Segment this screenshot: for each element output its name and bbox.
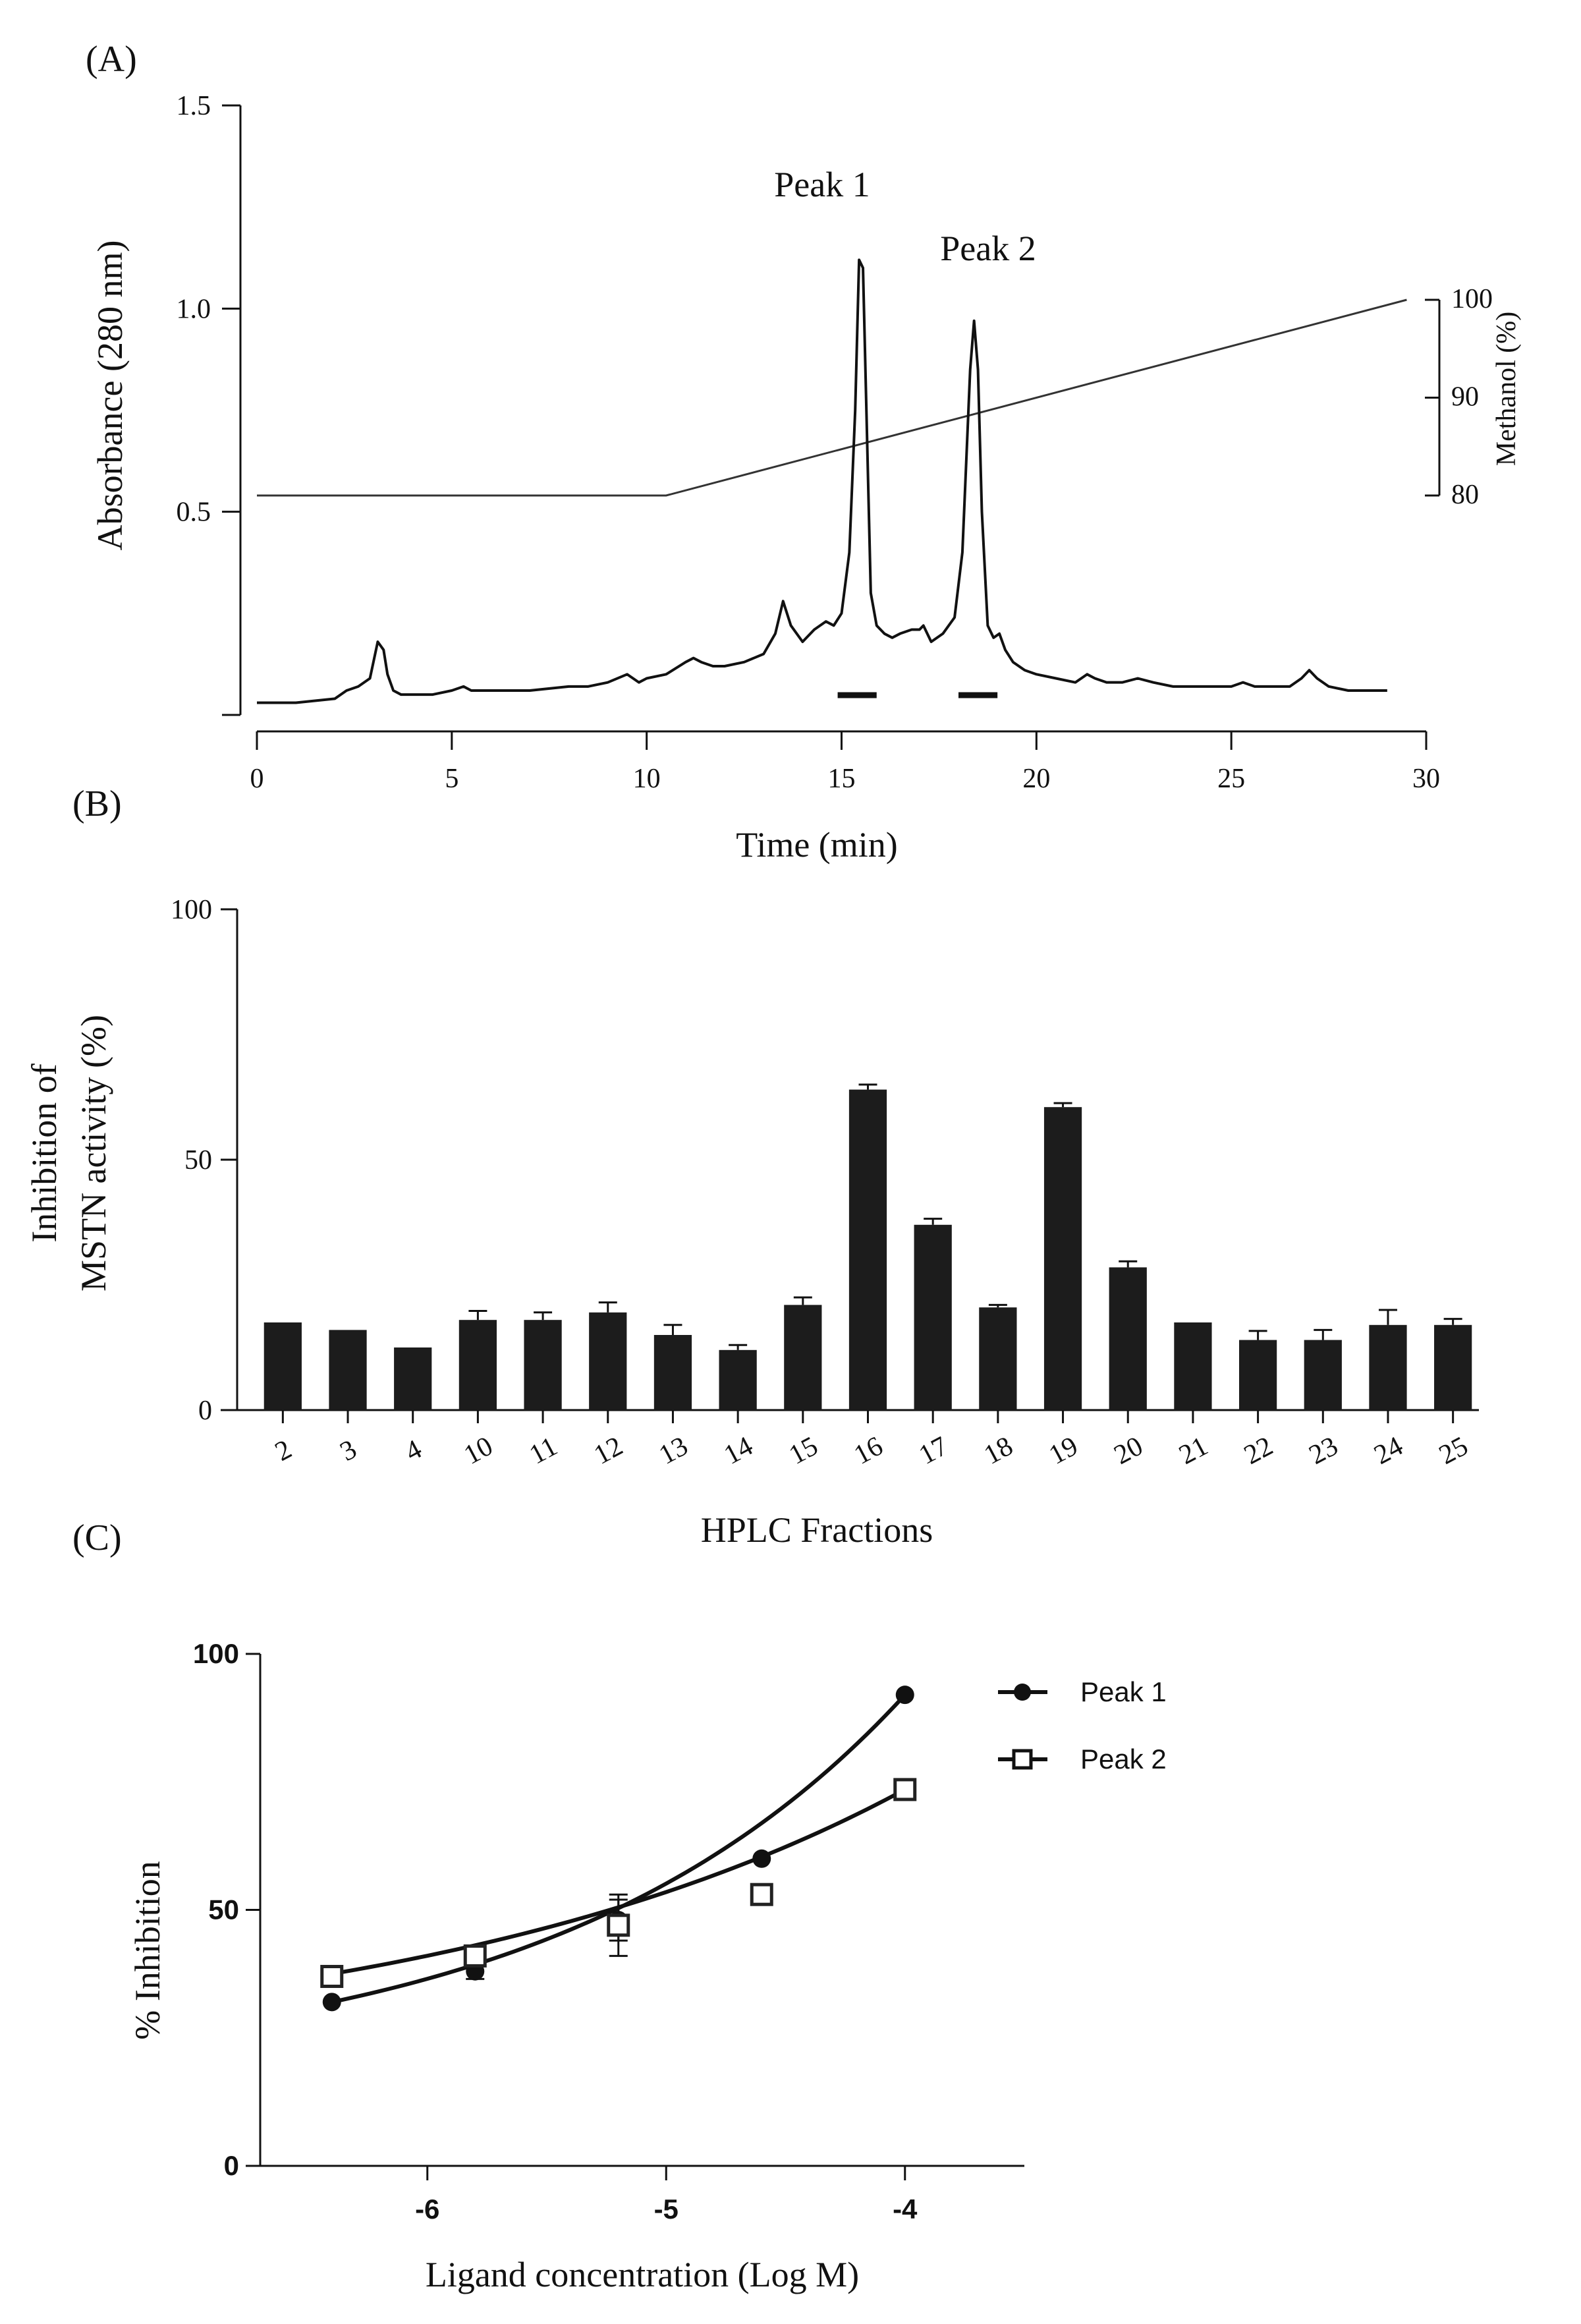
bar-fraction-20: [1109, 1267, 1147, 1410]
peak-2-point: [607, 1913, 630, 1937]
panel-b-y-tick-label: 0: [198, 1396, 212, 1426]
bar-fraction-17: [914, 1224, 952, 1410]
panel-a-x-tick-label: 15: [828, 764, 856, 794]
panel-a-x-tick-label: 10: [633, 764, 661, 794]
peak-2-annotation: Peak 2: [940, 229, 1036, 268]
panel-b-bar-chart: (B) Inhibition of MSTN activity (%) HPLC…: [24, 783, 1479, 1550]
panel-a-chromatogram: (A) Absorbance (280 nm) Time (min) Peak …: [86, 39, 1522, 864]
absorbance-trace: [257, 258, 1387, 704]
panel-b-x-tick-label: 12: [589, 1431, 628, 1471]
legend-peak-2-marker: [1012, 1749, 1033, 1770]
panel-c-x-tick-label: -5: [654, 2194, 679, 2225]
panel-b-x-tick-label: 25: [1434, 1431, 1473, 1471]
panel-c-x-axis-title: Ligand concentration (Log M): [426, 2255, 859, 2294]
panel-b-x-tick-label: 13: [654, 1431, 693, 1471]
panel-a-x-tick-label: 30: [1412, 764, 1440, 794]
panel-a-y2-axis-title: Methanol (%): [1491, 312, 1522, 466]
panel-a-y-axis-title: Absorbance (280 nm): [90, 241, 130, 551]
panel-a-y-tick-label: 0.5: [177, 497, 211, 528]
panel-b-x-tick-label: 17: [914, 1431, 953, 1471]
panel-b-x-tick-label: 23: [1304, 1431, 1343, 1471]
panel-b-x-tick-label: 15: [784, 1431, 823, 1471]
panel-c-y-tick-label: 50: [208, 1894, 239, 1925]
bar-fraction-18: [979, 1307, 1017, 1410]
peak-1-point: [322, 1993, 341, 2012]
bar-fraction-19: [1043, 1107, 1082, 1410]
bar-fraction-2: [264, 1322, 302, 1410]
panel-b-label: (B): [72, 783, 122, 824]
panel-b-x-tick-label: 2: [270, 1434, 296, 1467]
panel-b-x-tick-label: 14: [719, 1431, 758, 1471]
panel-b-y-tick-label: 100: [171, 895, 212, 925]
panel-b-x-tick-label: 22: [1239, 1431, 1278, 1471]
panel-b-x-tick-label: 24: [1370, 1431, 1408, 1471]
panel-b-x-tick-label: 11: [524, 1431, 562, 1471]
bar-fraction-13: [653, 1335, 692, 1410]
panel-a-x-tick-label: 25: [1217, 764, 1245, 794]
panel-c-label: (C): [72, 1517, 122, 1558]
panel-c-y-tick-label: 100: [193, 1638, 239, 1669]
panel-a-x-tick-label: 0: [250, 764, 264, 794]
panel-b-x-tick-label: 4: [401, 1434, 427, 1467]
panel-c-x-tick-label: -6: [415, 2194, 439, 2225]
bar-fraction-3: [329, 1330, 367, 1410]
bar-fraction-4: [394, 1347, 432, 1410]
panel-a-y-tick-label: 1.5: [177, 91, 211, 121]
panel-b-x-tick-label: 21: [1175, 1431, 1213, 1471]
panel-c-dose-response: (C) % Inhibition Ligand concentration (L…: [72, 1517, 1167, 2294]
panel-c-x-tick-label: -4: [893, 2194, 918, 2225]
peak-1-annotation: Peak 1: [774, 165, 870, 204]
panel-b-x-tick-label: 16: [849, 1431, 888, 1471]
bar-fraction-21: [1174, 1322, 1212, 1410]
bar-fraction-22: [1238, 1340, 1277, 1410]
panel-b-y-axis-title-line-1: Inhibition of: [24, 1063, 64, 1242]
peak-1-point: [895, 1686, 914, 1705]
bar-fraction-12: [589, 1312, 627, 1410]
bar-fraction-25: [1434, 1324, 1472, 1410]
methanol-gradient-line: [257, 298, 1407, 497]
bar-fraction-11: [524, 1320, 562, 1410]
bar-fraction-14: [719, 1349, 757, 1410]
panel-a-x-tick-label: 20: [1022, 764, 1050, 794]
panel-b-x-axis-title: HPLC Fractions: [701, 1510, 933, 1550]
panel-b-x-tick-label: 19: [1044, 1431, 1083, 1471]
panel-b-x-tick-label: 3: [335, 1434, 362, 1467]
bar-fraction-15: [784, 1305, 822, 1410]
panel-a-label: (A): [86, 39, 137, 80]
bar-fraction-10: [458, 1320, 497, 1410]
panel-b-x-tick-label: 20: [1109, 1431, 1148, 1471]
panel-a-y2-tick-label: 90: [1451, 382, 1479, 412]
peak-2-point: [750, 1883, 773, 1906]
panel-a-y2-tick-label: 80: [1451, 480, 1479, 510]
panel-c-y-axis-title: % Inhibition: [128, 1861, 167, 2039]
panel-b-y-axis-title-line-2: MSTN activity (%): [74, 1015, 113, 1291]
legend-peak-1-label: Peak 1: [1080, 1676, 1167, 1707]
panel-c-legend: Peak 1 Peak 2: [998, 1676, 1167, 1774]
panel-a-x-axis-title: Time (min): [736, 825, 898, 864]
bar-fraction-23: [1304, 1340, 1342, 1410]
peak-1-point: [752, 1849, 771, 1868]
peak-2-point: [463, 1944, 487, 1968]
panel-c-y-tick-label: 0: [224, 2150, 239, 2181]
peak-2-point: [320, 1965, 344, 1989]
panel-a-y-tick-label: 1.0: [177, 294, 211, 324]
panel-b-x-tick-label: 18: [979, 1431, 1018, 1471]
legend-peak-2-label: Peak 2: [1080, 1743, 1167, 1774]
panel-a-y2-tick-label: 100: [1451, 284, 1493, 314]
bar-fraction-16: [848, 1089, 887, 1410]
bar-fraction-24: [1369, 1324, 1407, 1410]
panel-a-x-tick-label: 5: [445, 764, 458, 794]
panel-b-x-tick-label: 10: [459, 1431, 498, 1471]
panel-b-y-tick-label: 50: [184, 1145, 212, 1176]
legend-peak-1-marker: [1014, 1684, 1031, 1701]
peak-2-point: [893, 1778, 917, 1801]
